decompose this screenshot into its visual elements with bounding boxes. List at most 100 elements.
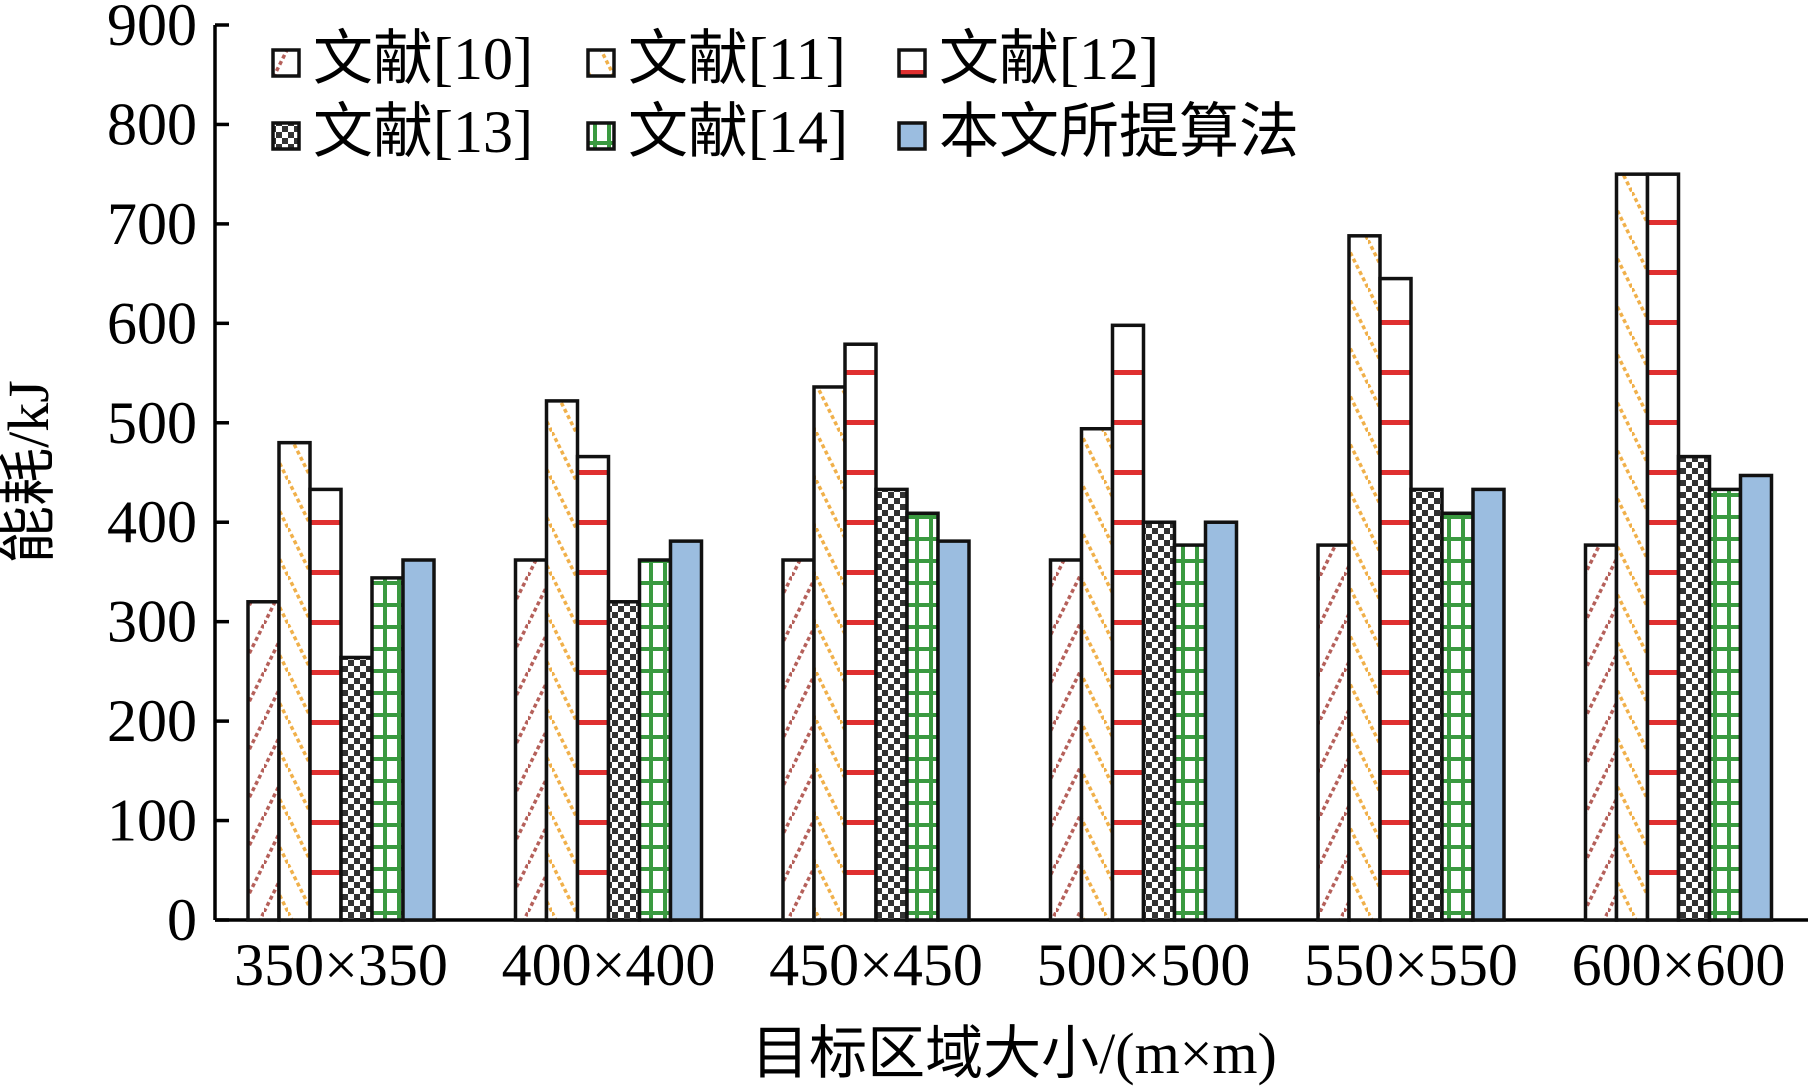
bar-fill <box>575 454 611 922</box>
bar <box>1110 323 1146 922</box>
bar <box>1707 487 1743 922</box>
bar <box>370 576 405 922</box>
x-tick-label: 400×400 <box>502 932 716 998</box>
y-tick-label: 700 <box>107 191 197 257</box>
bar <box>637 558 673 922</box>
y-tick-label: 0 <box>167 887 197 953</box>
y-tick-label: 400 <box>107 489 197 555</box>
y-axis-title: 能耗/kJ <box>0 380 61 564</box>
bar-fill <box>1378 276 1413 922</box>
bar-fill <box>874 487 909 922</box>
bar <box>668 539 704 922</box>
bar <box>246 600 281 922</box>
bar <box>1471 487 1506 922</box>
bar-fill <box>308 487 343 922</box>
bar-fill <box>1048 558 1084 922</box>
y-tick-label: 500 <box>107 390 197 456</box>
legend-swatch <box>586 48 616 78</box>
x-tick-label: 550×550 <box>1304 932 1518 998</box>
bar-fill <box>339 655 374 922</box>
x-tick-label: 600×600 <box>1572 932 1786 998</box>
bar <box>812 385 847 922</box>
bar <box>1378 276 1413 922</box>
bar-fill <box>246 600 281 922</box>
bar-fill <box>936 539 971 922</box>
bar <box>1440 511 1475 922</box>
bar-fill <box>401 558 436 922</box>
y-tick-label: 100 <box>107 788 197 854</box>
bar <box>905 511 940 922</box>
legend-label: 文献[14] <box>628 99 848 165</box>
bar <box>1409 487 1444 922</box>
y-tick-label: 600 <box>107 290 197 356</box>
bar-fill <box>277 440 312 922</box>
bar <box>308 487 343 922</box>
bar <box>1316 543 1351 922</box>
legend-label: 文献[12] <box>939 26 1159 92</box>
x-axis: 350×350 400×400 450×450 500×500 550×550 600×6… <box>215 918 1808 998</box>
bar <box>874 487 909 922</box>
bar <box>1645 172 1681 922</box>
bar <box>1048 558 1084 922</box>
bar-fill <box>1676 454 1712 922</box>
legend-swatch <box>271 121 301 151</box>
bar <box>1676 454 1712 922</box>
bar <box>1079 426 1115 922</box>
bar <box>513 558 549 922</box>
bar-fill <box>668 539 704 922</box>
bar-fill <box>1409 487 1444 922</box>
bar-fill <box>637 558 673 922</box>
bar <box>401 558 436 922</box>
y-tick-label: 200 <box>107 688 197 754</box>
bar-fill <box>1203 520 1239 922</box>
bar <box>1203 520 1239 922</box>
y-axis: 0 100 200 300 400 500 600 700 800 900 <box>107 0 229 953</box>
x-tick-label: 500×500 <box>1037 932 1251 998</box>
bar <box>843 342 878 922</box>
y-tick-label: 800 <box>107 91 197 157</box>
bar-fill <box>606 600 642 922</box>
legend-item: 本文所提算法 <box>897 99 1299 165</box>
legend: 文献[10] 文献[11] 文献[12] 文献[13] 文献[14] 本文所提算法 <box>271 26 1299 165</box>
x-tick-label: 350×350 <box>234 932 448 998</box>
bar <box>781 558 816 922</box>
bar <box>936 539 971 922</box>
legend-label: 文献[13] <box>313 99 533 165</box>
legend-label: 本文所提算法 <box>939 99 1299 165</box>
bar <box>1614 172 1650 922</box>
legend-swatch <box>897 48 927 78</box>
bar-fill <box>370 576 405 922</box>
y-tick-label: 900 <box>107 0 197 58</box>
bar-fill <box>1347 234 1382 922</box>
bar-fill <box>1707 487 1743 922</box>
bar-fill <box>843 342 878 922</box>
bar <box>277 440 312 922</box>
legend-item: 文献[12] <box>897 26 1159 92</box>
bar <box>575 454 611 922</box>
bar-fill <box>544 399 580 922</box>
bars <box>246 172 1774 922</box>
bar <box>1738 473 1774 922</box>
bar-fill <box>1079 426 1115 922</box>
bar <box>544 399 580 922</box>
legend-label: 文献[10] <box>313 26 533 92</box>
legend-item: 文献[14] <box>586 99 848 165</box>
bar-fill <box>1738 473 1774 922</box>
legend-swatch <box>586 121 616 151</box>
y-tick-label: 300 <box>107 589 197 655</box>
bar <box>1141 520 1177 922</box>
bar-fill <box>905 511 940 922</box>
bar-fill <box>1583 543 1619 922</box>
legend-swatch <box>271 48 301 78</box>
bar-fill <box>1141 520 1177 922</box>
bar-fill <box>1614 172 1650 922</box>
legend-label: 文献[11] <box>628 26 846 92</box>
bar-fill <box>1440 511 1475 922</box>
bar <box>1347 234 1382 922</box>
x-axis-title: 目标区域大小/(m×m) <box>751 1021 1277 1086</box>
bar-fill <box>1110 323 1146 922</box>
legend-item: 文献[11] <box>586 26 846 92</box>
bar <box>339 655 374 922</box>
bar <box>1172 543 1208 922</box>
